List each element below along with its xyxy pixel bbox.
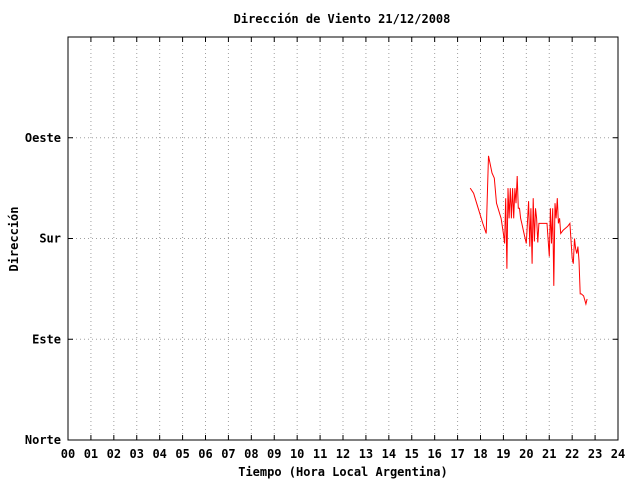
x-tick-label: 00	[61, 447, 75, 461]
x-tick-label: 10	[290, 447, 304, 461]
grid	[68, 37, 618, 440]
x-tick-label: 22	[565, 447, 579, 461]
x-tick-label: 23	[588, 447, 602, 461]
y-tick-label: Sur	[39, 232, 61, 246]
x-tick-label: 01	[84, 447, 98, 461]
y-axis-title: Dirección	[7, 206, 21, 271]
x-tick-label: 06	[198, 447, 212, 461]
y-tick-label: Oeste	[25, 131, 61, 145]
x-tick-labels: 00 01 02 03 04 05 06 07 08 09 10 11 12 13 14 15 16 17 18 19…	[61, 447, 625, 461]
x-tick-label: 19	[496, 447, 510, 461]
y-tick-label: Norte	[25, 433, 61, 447]
x-tick-label: 20	[519, 447, 533, 461]
x-tick-label: 18	[473, 447, 487, 461]
x-tick-label: 16	[427, 447, 441, 461]
x-tick-label: 24	[611, 447, 625, 461]
x-tick-label: 11	[313, 447, 327, 461]
x-tick-label: 14	[382, 447, 396, 461]
x-tick-label: 05	[175, 447, 189, 461]
series-line	[469, 155, 588, 306]
x-tick-label: 09	[267, 447, 281, 461]
x-tick-label: 21	[542, 447, 556, 461]
x-tick-label: 07	[221, 447, 235, 461]
x-tick-label: 08	[244, 447, 258, 461]
tick-marks	[67, 37, 619, 441]
y-tick-label: Este	[32, 332, 61, 346]
x-tick-label: 13	[359, 447, 373, 461]
y-tick-labels: Norte Este Sur Oeste	[25, 131, 61, 447]
x-axis-title: Tiempo (Hora Local Argentina)	[238, 465, 448, 479]
x-tick-label: 15	[405, 447, 419, 461]
x-tick-label: 17	[450, 447, 464, 461]
chart-title: Dirección de Viento 21/12/2008	[234, 12, 451, 26]
x-tick-label: 03	[130, 447, 144, 461]
x-tick-label: 12	[336, 447, 350, 461]
series-layer	[469, 155, 588, 306]
x-tick-label: 02	[107, 447, 121, 461]
x-tick-label: 04	[152, 447, 166, 461]
